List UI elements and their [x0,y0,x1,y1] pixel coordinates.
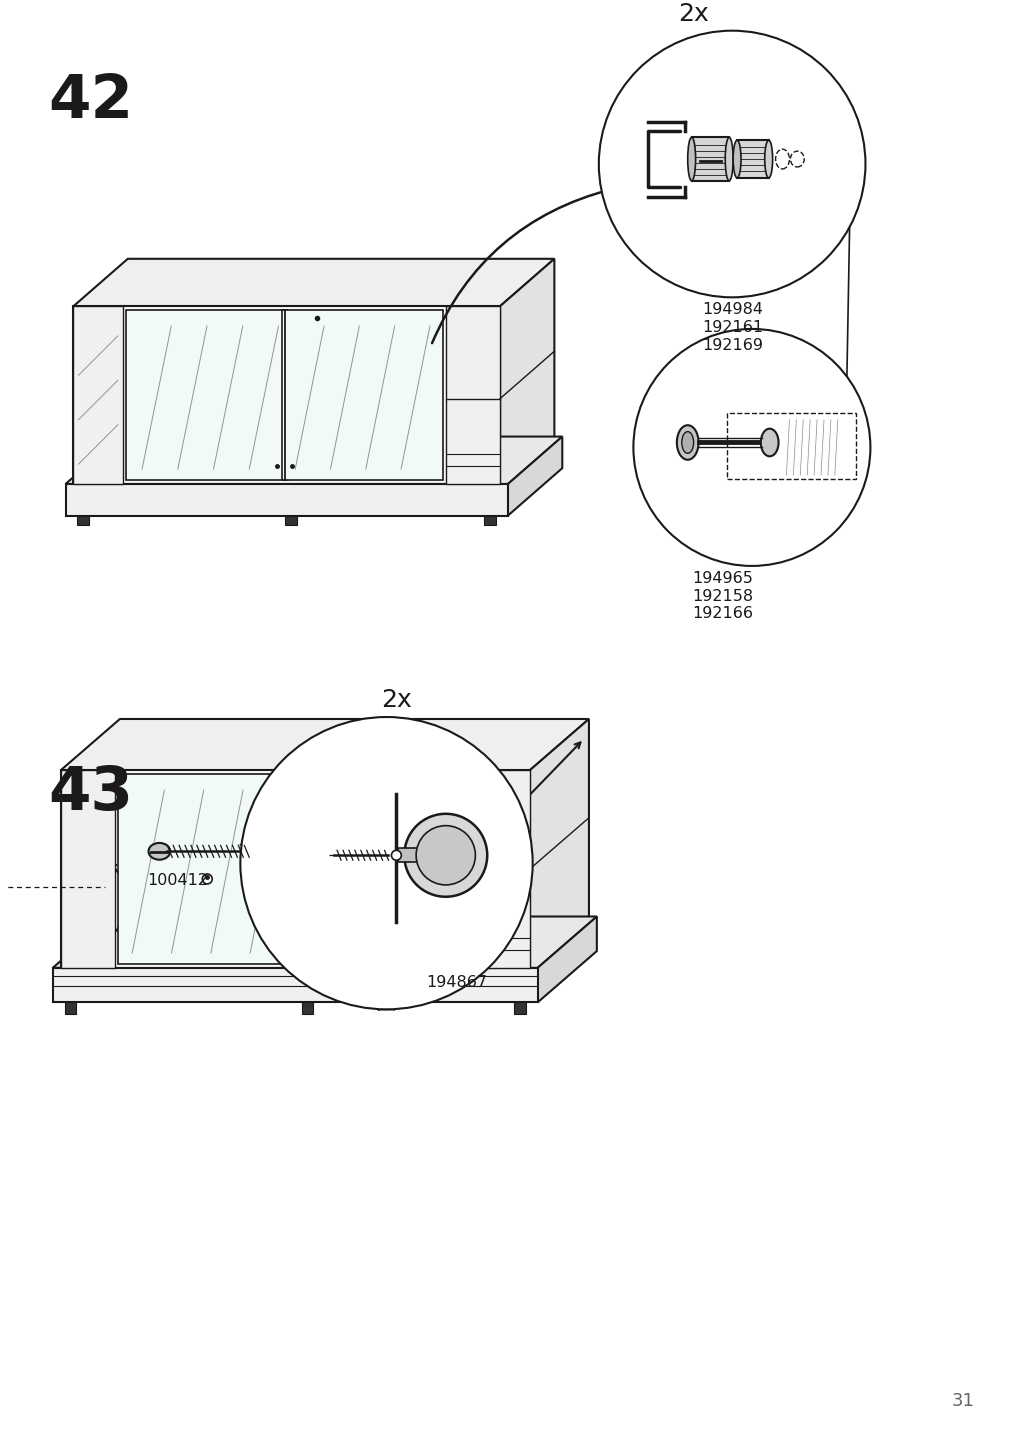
Polygon shape [61,770,115,968]
Circle shape [241,717,532,1010]
Circle shape [599,30,864,298]
Polygon shape [53,916,596,968]
Polygon shape [301,1002,313,1014]
Text: 192166: 192166 [692,606,753,621]
Polygon shape [77,516,89,526]
Text: 2x: 2x [381,689,411,712]
Polygon shape [499,259,554,484]
Polygon shape [470,770,529,968]
Circle shape [427,861,437,871]
Circle shape [416,826,475,885]
Ellipse shape [687,137,695,180]
Ellipse shape [760,428,777,457]
Polygon shape [514,1002,526,1014]
Text: 100412: 100412 [148,874,208,888]
Text: 42: 42 [48,72,132,132]
Text: 192158: 192158 [692,589,753,604]
Polygon shape [736,140,768,178]
Polygon shape [691,137,729,180]
Text: 192161: 192161 [702,319,763,335]
Ellipse shape [676,425,698,460]
Polygon shape [484,516,495,526]
Polygon shape [125,311,288,480]
Polygon shape [321,958,394,1010]
Polygon shape [61,719,588,770]
Ellipse shape [790,152,804,168]
Text: 194867: 194867 [426,975,486,990]
Polygon shape [284,516,296,526]
Circle shape [403,813,486,896]
Polygon shape [53,968,537,1002]
Polygon shape [74,306,122,484]
Text: 192169: 192169 [702,338,762,352]
Polygon shape [117,775,296,964]
Circle shape [633,329,869,566]
Text: 2x: 2x [677,1,708,26]
Ellipse shape [149,843,170,859]
Text: 31: 31 [950,1392,974,1411]
Polygon shape [74,259,554,306]
Polygon shape [282,311,443,480]
Polygon shape [537,916,596,1002]
Polygon shape [74,306,499,484]
Polygon shape [61,770,529,968]
Ellipse shape [774,149,789,169]
Text: 194984: 194984 [702,302,762,318]
Polygon shape [529,719,588,968]
Text: 194965: 194965 [692,571,753,586]
Polygon shape [290,775,467,964]
Polygon shape [66,484,508,516]
Ellipse shape [725,137,732,180]
Ellipse shape [764,140,771,178]
Polygon shape [66,437,562,484]
Polygon shape [65,1002,77,1014]
Text: 43: 43 [48,765,132,823]
Ellipse shape [732,140,740,178]
Polygon shape [445,306,499,484]
Circle shape [202,874,212,884]
Circle shape [391,851,401,861]
Polygon shape [508,437,562,516]
Polygon shape [398,848,445,862]
Ellipse shape [681,431,693,454]
